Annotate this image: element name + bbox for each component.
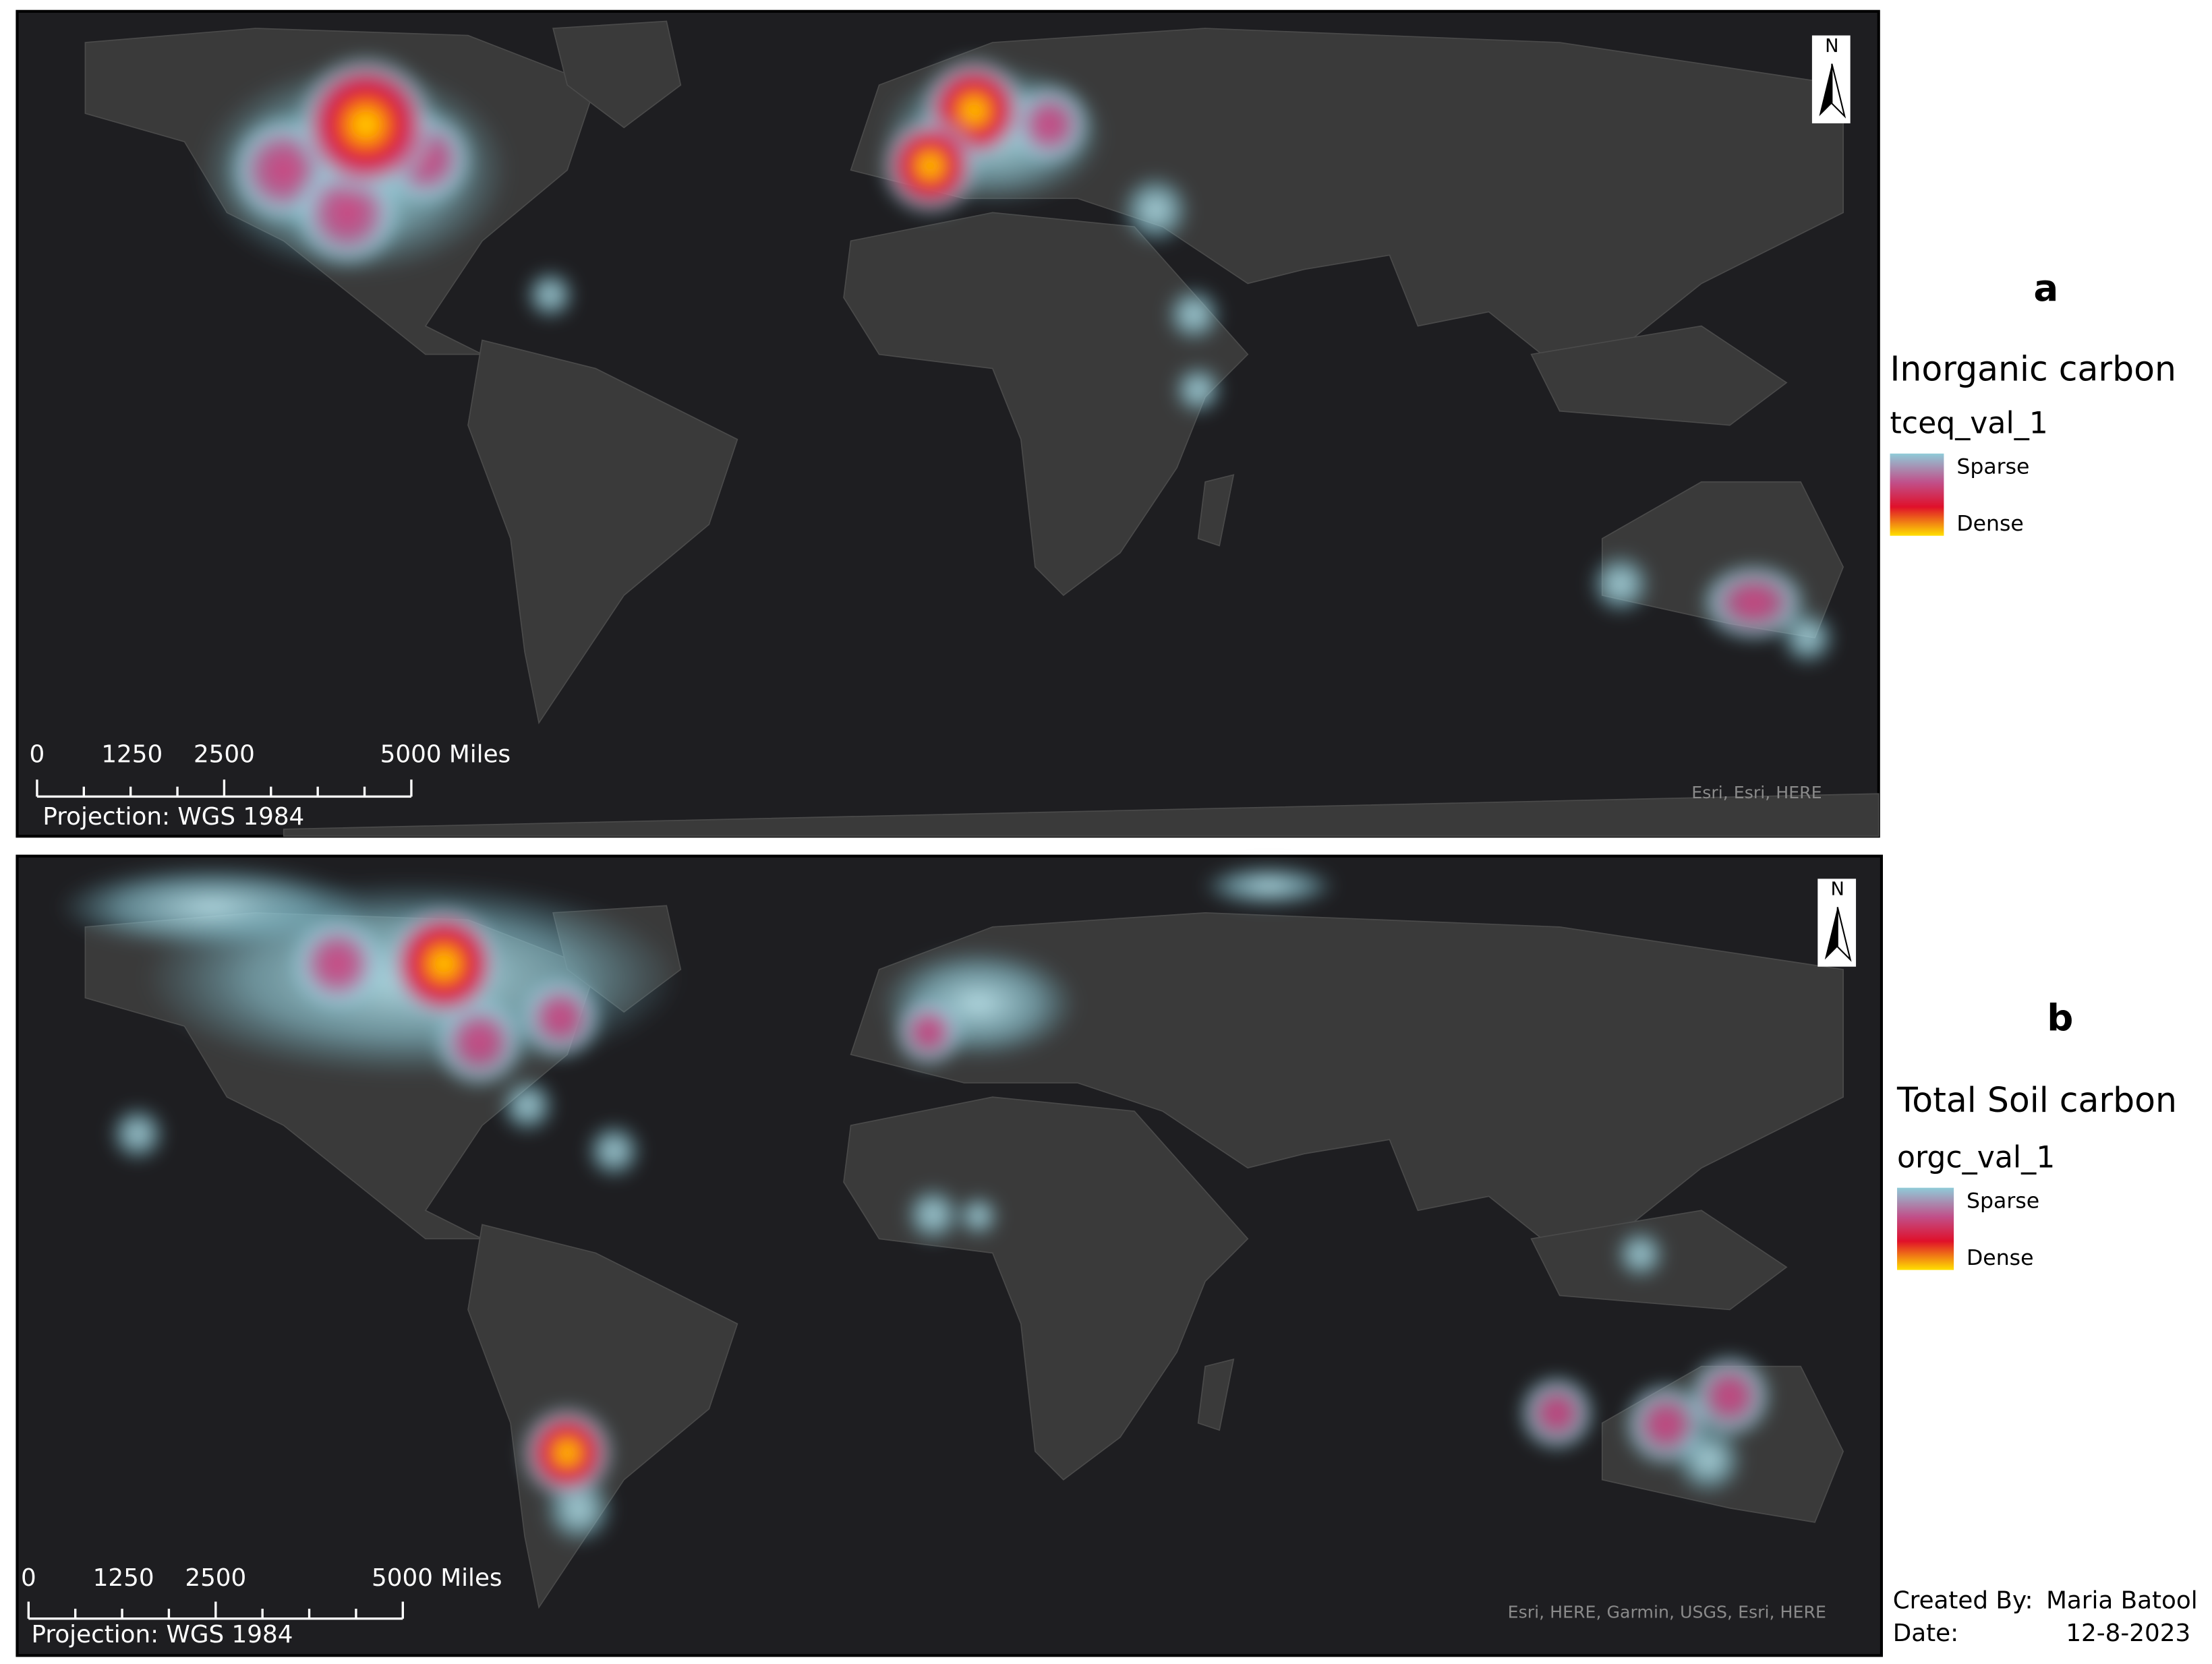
scale-label: 0 bbox=[30, 740, 45, 768]
date: 12-8-2023 bbox=[2066, 1620, 2190, 1647]
panel-label: a bbox=[2033, 266, 2058, 309]
north-label: N bbox=[1831, 879, 1844, 900]
legend-title: Total Soil carbon bbox=[1896, 1080, 2177, 1120]
date-label: Date: bbox=[1893, 1620, 1958, 1647]
footer: Created By: Maria Batool Date: 12-8-2023 bbox=[1893, 1587, 2198, 1647]
scale-bar: 0 1250 2500 5000 Miles Projection: WGS 1… bbox=[21, 1564, 502, 1648]
legend-sparse: Sparse bbox=[1967, 1189, 2039, 1214]
legend-sparse: Sparse bbox=[1956, 455, 2029, 479]
scale-label: 1250 bbox=[101, 740, 163, 768]
scale-label: 2500 bbox=[185, 1564, 246, 1592]
legend-ramp bbox=[1890, 453, 1944, 536]
scale-label: 0 bbox=[21, 1564, 36, 1592]
scale-label: 2500 bbox=[194, 740, 255, 768]
legend-dense: Dense bbox=[1967, 1246, 2033, 1270]
projection: Projection: WGS 1984 bbox=[42, 803, 304, 831]
scale-bar: 0 1250 2500 5000 Miles Projection: WGS 1… bbox=[30, 740, 511, 830]
panel-b: N 0 1250 2500 5000 Miles Projection: WGS… bbox=[16, 854, 2177, 1657]
north-label: N bbox=[1825, 36, 1838, 57]
panel-a: N 0 1250 2500 5000 Miles Projection: WGS… bbox=[16, 9, 2176, 838]
created-by: Maria Batool bbox=[2046, 1587, 2198, 1615]
heatmap bbox=[198, 53, 1836, 667]
legend-ramp bbox=[1897, 1187, 1954, 1270]
legend-dense: Dense bbox=[1956, 512, 2023, 536]
created-by-label: Created By: bbox=[1893, 1587, 2033, 1615]
legend-field: orgc_val_1 bbox=[1897, 1141, 2055, 1175]
heatmap bbox=[57, 864, 1773, 1545]
scale-label: 5000 Miles bbox=[380, 740, 511, 768]
legend-title: Inorganic carbon bbox=[1890, 349, 2176, 388]
panel-label: b bbox=[2047, 997, 2073, 1040]
north-arrow: N bbox=[1811, 35, 1851, 123]
north-arrow: N bbox=[1817, 879, 1857, 967]
scale-label: 5000 Miles bbox=[372, 1564, 502, 1592]
projection: Projection: WGS 1984 bbox=[32, 1621, 293, 1648]
legend-field: tceq_val_1 bbox=[1890, 407, 2048, 441]
attribution: Esri, Esri, HERE bbox=[1691, 783, 1822, 802]
attribution: Esri, HERE, Garmin, USGS, Esri, HERE bbox=[1508, 1602, 1826, 1622]
scale-label: 1250 bbox=[93, 1564, 154, 1592]
